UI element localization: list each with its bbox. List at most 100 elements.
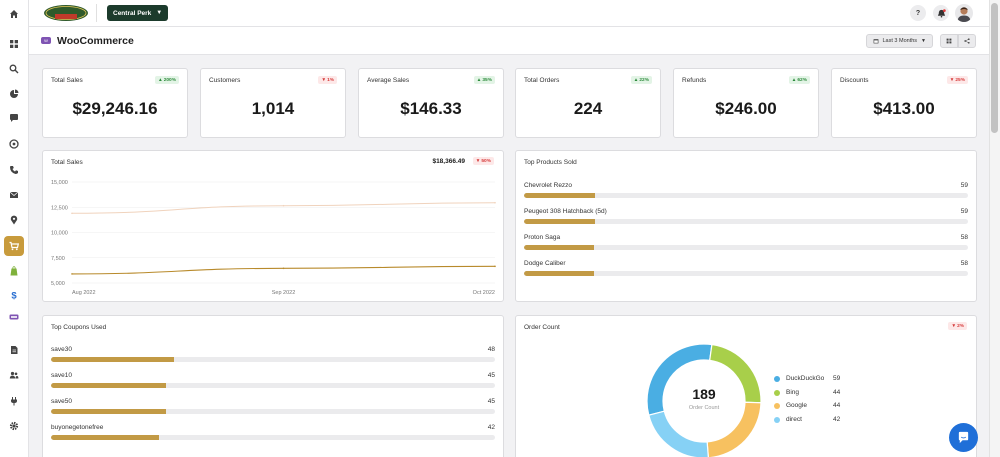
card-title: Total Sales (51, 159, 83, 166)
legend-label[interactable]: direct (786, 415, 802, 423)
grid-view-button[interactable] (940, 34, 958, 48)
data-point (494, 201, 496, 204)
site-selector[interactable]: Central Perk ▼ (107, 5, 169, 21)
arrow-up-icon: ▲ (633, 77, 639, 83)
x-tick-label: Aug 2022 (72, 290, 96, 296)
legend-label[interactable]: Bing (786, 388, 800, 396)
bar-fill (51, 435, 159, 440)
y-tick-label: 5,000 (51, 281, 65, 287)
kpi-value: $413.00 (873, 99, 935, 118)
date-range-button[interactable]: Last 3 Months ▼ (865, 34, 933, 48)
kpi-card-customers[interactable]: Customers ▼ 1% 1,014 (200, 68, 346, 138)
chat-icon[interactable] (4, 108, 24, 128)
kpi-value: 1,014 (251, 99, 295, 118)
donut-slice[interactable] (706, 401, 762, 457)
legend-label[interactable]: Google (786, 402, 807, 409)
product-label: Proton Saga (524, 234, 561, 241)
change-badge: ▼ 50% (472, 157, 494, 165)
help-button[interactable]: ? (910, 5, 926, 21)
avatar[interactable] (955, 4, 973, 22)
pie-chart-icon[interactable] (4, 84, 24, 104)
list-item[interactable]: save10 45 (51, 372, 495, 390)
list-item[interactable]: Peugeot 308 Hatchback (5d) 59 (524, 208, 968, 226)
coupon-value: 42 (487, 424, 495, 431)
legend-label[interactable]: DuckDuckGo (786, 375, 825, 382)
donut-slice[interactable] (648, 410, 709, 457)
page-header: W WooCommerce Last 3 Months ▼ (29, 27, 989, 55)
shopify-icon[interactable] (4, 261, 24, 281)
bar-track (51, 435, 495, 440)
kpi-card-total-sales[interactable]: Total Sales ▲ 200% $29,246.16 (42, 68, 188, 138)
total-sales-line-chart: 15,000 12,500 10,000 7,500 5,000 Aug 2022 Sep … (51, 180, 496, 296)
list-item[interactable]: save30 48 (51, 346, 495, 364)
arrow-down-icon: ▼ (949, 77, 955, 83)
users-icon[interactable] (4, 365, 24, 385)
data-point (71, 273, 73, 275)
grid-icon[interactable] (4, 34, 24, 54)
legend-dot (774, 403, 780, 409)
date-range-label: Last 3 Months (882, 38, 918, 44)
change-value: 62% (797, 77, 807, 83)
comment-icon[interactable] (4, 134, 24, 154)
bar-fill (51, 409, 167, 414)
kpi-value: 224 (573, 99, 603, 118)
list-item[interactable]: Dodge Caliber 58 (524, 260, 968, 278)
arrow-up-icon: ▲ (157, 77, 163, 83)
arrow-down-icon: ▼ (475, 158, 481, 164)
order-count-total: 189 (692, 386, 716, 402)
coupon-value: 48 (487, 346, 495, 353)
notifications-button[interactable] (933, 5, 949, 21)
bar-fill (524, 219, 595, 224)
list-item[interactable]: buyonegetonefree 42 (51, 424, 495, 442)
change-value: 1% (327, 77, 334, 83)
coupon-label: buyonegetonefree (51, 424, 104, 431)
plug-icon[interactable] (4, 391, 24, 411)
phone-icon[interactable] (4, 160, 24, 180)
list-item[interactable]: Proton Saga 58 (524, 234, 968, 252)
bar-track (524, 271, 968, 276)
svg-text:$: $ (11, 291, 17, 300)
home-icon[interactable] (4, 4, 24, 24)
top-bar: Central Perk ▼ ? (29, 0, 989, 27)
legend-value: 44 (833, 402, 841, 409)
kpi-value: $146.33 (400, 99, 462, 118)
kpi-card-refunds[interactable]: Refunds ▲ 62% $246.00 (673, 68, 819, 138)
page-scrollbar[interactable] (989, 0, 1000, 457)
mail-icon[interactable] (4, 185, 24, 205)
woo-icon: W (41, 37, 51, 44)
list-item[interactable]: Chevrolet Rezzo 59 (524, 182, 968, 200)
scrollbar-thumb[interactable] (991, 3, 998, 133)
cart-icon[interactable] (4, 236, 24, 256)
legend-dot (774, 389, 780, 396)
product-value: 58 (960, 260, 968, 267)
bar-track (524, 193, 968, 198)
document-icon[interactable] (4, 340, 24, 360)
product-value: 59 (960, 182, 968, 189)
share-button[interactable] (958, 34, 976, 48)
y-tick-label: 12,500 (51, 205, 68, 211)
kpi-value: $29,246.16 (72, 99, 158, 118)
order-count-donut (646, 343, 762, 457)
bar-track (524, 245, 968, 250)
kpi-card-total-orders[interactable]: Total Orders ▲ 22% 224 (515, 68, 661, 138)
legend-value: 44 (833, 388, 841, 396)
kpi-label: Discounts (840, 77, 869, 84)
location-icon[interactable] (4, 210, 24, 230)
help-icon: ? (915, 9, 921, 17)
central-perk-logo[interactable] (43, 4, 89, 22)
list-item[interactable]: save50 45 (51, 398, 495, 416)
bar-track (51, 409, 495, 414)
card-title: Top Coupons Used (51, 324, 107, 331)
change-value: 25% (955, 77, 965, 83)
dollar-icon[interactable]: $ (4, 285, 24, 305)
gear-icon[interactable] (4, 416, 24, 436)
series-line (71, 265, 496, 275)
chat-icon (958, 431, 969, 444)
search-icon[interactable] (4, 59, 24, 79)
kpi-card-discounts[interactable]: Discounts ▼ 25% $413.00 (831, 68, 977, 138)
change-badge: ▼ 25% (946, 76, 968, 84)
woo-icon[interactable] (4, 307, 24, 327)
chat-launcher-button[interactable] (949, 423, 978, 452)
grid-icon (946, 38, 952, 44)
kpi-card-average-sales[interactable]: Average Sales ▲ 35% $146.33 (358, 68, 504, 138)
